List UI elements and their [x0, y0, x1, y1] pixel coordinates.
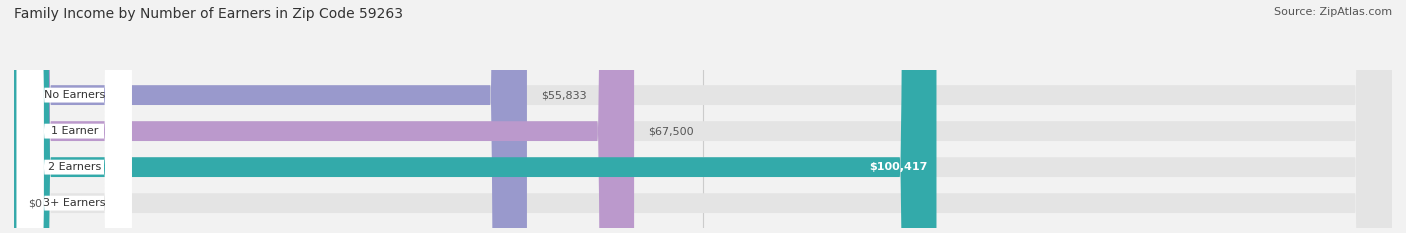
Text: $0: $0: [28, 198, 42, 208]
Text: $100,417: $100,417: [869, 162, 928, 172]
FancyBboxPatch shape: [14, 0, 634, 233]
FancyBboxPatch shape: [14, 0, 936, 233]
Text: $67,500: $67,500: [648, 126, 693, 136]
Text: Family Income by Number of Earners in Zip Code 59263: Family Income by Number of Earners in Zi…: [14, 7, 404, 21]
FancyBboxPatch shape: [14, 0, 527, 233]
FancyBboxPatch shape: [17, 0, 132, 233]
FancyBboxPatch shape: [14, 0, 1392, 233]
Text: 3+ Earners: 3+ Earners: [44, 198, 105, 208]
FancyBboxPatch shape: [14, 0, 1392, 233]
Text: $55,833: $55,833: [541, 90, 586, 100]
Text: Source: ZipAtlas.com: Source: ZipAtlas.com: [1274, 7, 1392, 17]
Text: No Earners: No Earners: [44, 90, 105, 100]
FancyBboxPatch shape: [17, 0, 132, 233]
FancyBboxPatch shape: [14, 0, 1392, 233]
Text: 2 Earners: 2 Earners: [48, 162, 101, 172]
FancyBboxPatch shape: [17, 0, 132, 233]
FancyBboxPatch shape: [17, 0, 132, 233]
Text: 1 Earner: 1 Earner: [51, 126, 98, 136]
FancyBboxPatch shape: [14, 0, 1392, 233]
